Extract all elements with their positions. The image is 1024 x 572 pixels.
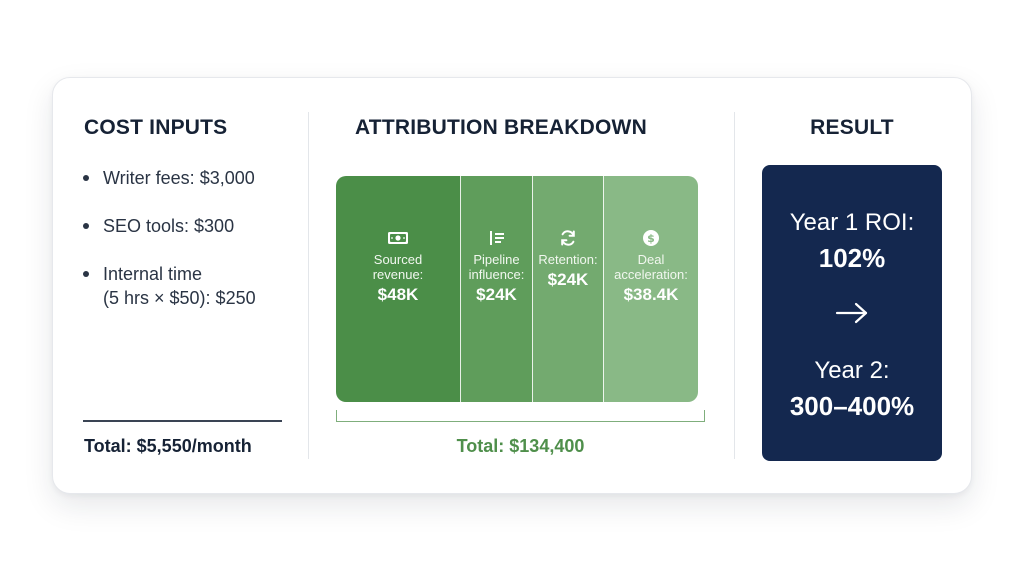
segment-label-line2: acceleration:: [614, 267, 688, 282]
segment-label-line1: Sourced: [373, 252, 423, 267]
cost-item-label: Internal time: [103, 264, 203, 284]
cost-item-label: SEO tools: $300: [103, 216, 235, 236]
result-heading: RESULT: [810, 116, 894, 139]
segment-label-line2: Retention:: [538, 252, 598, 267]
cash-icon: [387, 228, 409, 248]
year1-roi-label: Year 1 ROI:: [789, 209, 915, 236]
bullet-icon: [83, 175, 89, 181]
year2-label: Year 2:: [814, 357, 890, 384]
cost-item-seo-tools: SEO tools: $300: [81, 214, 311, 238]
list-icon: [488, 228, 506, 248]
cost-item-internal-time: Internal time (5 hrs × $50): $250: [81, 262, 311, 310]
cost-item-label: Writer fees: $3,000: [103, 168, 255, 188]
roi-card: COST INPUTS Writer fees: $3,000 SEO tool…: [52, 77, 972, 494]
segment-deal-acceleration: $ Deal acceleration: $38.4K: [603, 176, 698, 402]
segment-value: $24K: [547, 270, 589, 289]
segment-label-line2: influence:: [468, 267, 525, 282]
arrow-right-icon: [835, 301, 869, 330]
result-box: Year 1 ROI: 102% Year 2: 300–400%: [762, 165, 942, 461]
segment-pipeline-influence: Pipeline influence: $24K: [460, 176, 532, 402]
cost-total-rule: [83, 420, 282, 422]
cost-item-detail: (5 hrs × $50): $250: [103, 288, 256, 308]
segment-value: $38.4K: [623, 285, 679, 304]
segment-value: $24K: [476, 285, 517, 304]
segment-value: $48K: [377, 285, 419, 304]
year1-roi-value: 102%: [818, 243, 886, 273]
column-divider-left: [308, 112, 309, 459]
segment-label-line1: Deal: [637, 252, 665, 267]
cost-inputs-heading: COST INPUTS: [84, 116, 228, 139]
refresh-icon: [558, 228, 578, 248]
column-divider-right: [734, 112, 735, 459]
dollar-coin-icon: $: [642, 228, 660, 248]
bullet-icon: [83, 271, 89, 277]
segment-sourced-revenue: Sourced revenue: $48K: [336, 176, 460, 402]
segment-retention: Retention: $24K: [532, 176, 603, 402]
attribution-total-bracket: [336, 410, 705, 422]
svg-text:$: $: [647, 232, 655, 245]
bullet-icon: [83, 223, 89, 229]
attribution-breakdown-bar: Sourced revenue: $48K Pipeline influence…: [336, 176, 698, 402]
segment-label-line1: Pipeline: [473, 252, 520, 267]
attribution-total: Total: $134,400: [456, 436, 585, 456]
cost-inputs-list: Writer fees: $3,000 SEO tools: $300 Inte…: [81, 166, 311, 334]
year2-value: 300–400%: [789, 391, 915, 421]
attribution-heading: ATTRIBUTION BREAKDOWN: [355, 116, 647, 139]
cost-total: Total: $5,550/month: [84, 436, 252, 456]
cost-item-writer-fees: Writer fees: $3,000: [81, 166, 311, 190]
segment-label-line2: revenue:: [372, 267, 424, 282]
